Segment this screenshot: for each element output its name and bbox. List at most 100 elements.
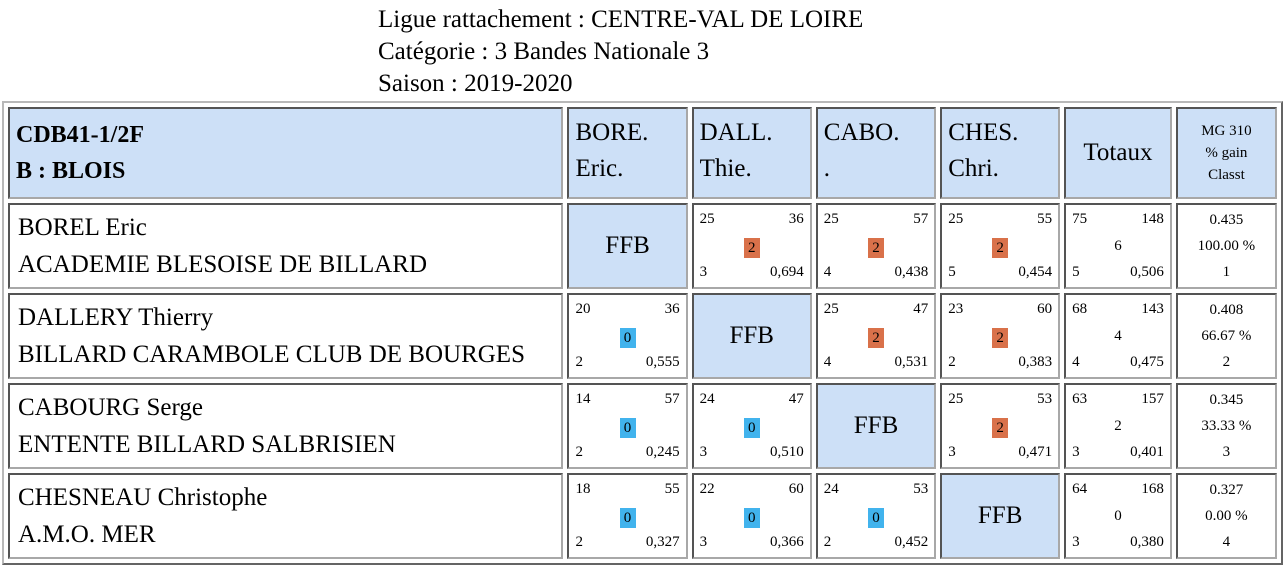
general-average: 0.345 bbox=[1209, 392, 1244, 408]
poule-code: CDB41-1/2F bbox=[16, 122, 144, 148]
total-average: 0,475 bbox=[1130, 354, 1164, 370]
match-series: 4 bbox=[823, 264, 832, 280]
match-result-cell: 25 55 2 5 0,454 bbox=[940, 203, 1061, 289]
match-reprises: 60 bbox=[788, 481, 804, 497]
match-points-badge: 2 bbox=[992, 328, 1009, 348]
self-match-cell: FFB bbox=[815, 383, 937, 469]
match-series: 3 bbox=[699, 534, 708, 550]
match-points-badge: 0 bbox=[743, 508, 760, 528]
total-reprises: 148 bbox=[1141, 211, 1164, 227]
match-points: 25 bbox=[823, 301, 839, 317]
match-series: 3 bbox=[948, 444, 956, 460]
match-reprises: 53 bbox=[913, 481, 929, 497]
match-points-badge: 0 bbox=[619, 328, 636, 348]
column-header-dall: DALL. Thie. bbox=[691, 107, 812, 199]
match-average: 0,383 bbox=[1018, 354, 1053, 370]
match-result-cell: 23 60 2 2 0,383 bbox=[940, 293, 1061, 379]
column-header-line1: BORE. bbox=[575, 119, 649, 146]
self-match-cell: FFB bbox=[567, 203, 688, 289]
player-cell: BOREL Eric ACADEMIE BLESOISE DE BILLARD bbox=[8, 203, 564, 289]
match-points-badge: 0 bbox=[619, 418, 636, 438]
classt-label: Classt bbox=[1208, 167, 1245, 183]
general-average: 0.327 bbox=[1209, 482, 1244, 498]
column-header-line1: CABO. bbox=[823, 119, 900, 146]
column-header-line2: Chri. bbox=[948, 155, 999, 182]
ranking-cell: 0.435 100.00 % 1 bbox=[1175, 203, 1277, 289]
mg-label: MG 310 bbox=[1201, 123, 1252, 139]
match-reprises: 55 bbox=[1037, 211, 1053, 227]
ranking-cell: 0.408 66.67 % 2 bbox=[1175, 293, 1277, 379]
total-points: 63 bbox=[1072, 391, 1088, 407]
classement: 2 bbox=[1222, 354, 1231, 370]
match-points-badge: 0 bbox=[868, 508, 884, 528]
mg-header: MG 310 % gain Classt bbox=[1175, 107, 1277, 199]
match-average: 0,452 bbox=[894, 534, 929, 550]
total-reprises: 168 bbox=[1141, 481, 1164, 497]
match-reprises: 57 bbox=[913, 211, 929, 227]
poule-cell: CDB41-1/2F B : BLOIS bbox=[8, 107, 564, 199]
player-name: CHESNEAU Christophe bbox=[18, 484, 268, 511]
total-series: 5 bbox=[1072, 264, 1080, 280]
player-name: CABOURG Serge bbox=[18, 394, 203, 421]
total-points: 64 bbox=[1072, 481, 1088, 497]
gain-percent: 0.00 % bbox=[1205, 508, 1248, 524]
player-cell: CHESNEAU Christophe A.M.O. MER bbox=[8, 473, 564, 559]
total-reprises: 157 bbox=[1141, 391, 1164, 407]
player-club: ACADEMIE BLESOISE DE BILLARD bbox=[18, 251, 428, 278]
match-result-cell: 20 36 0 2 0,555 bbox=[567, 293, 688, 379]
column-header-line1: CHES. bbox=[948, 119, 1019, 146]
match-average: 0,245 bbox=[645, 444, 680, 460]
match-points-badge: 2 bbox=[992, 238, 1009, 258]
match-average: 0,531 bbox=[894, 354, 929, 370]
match-points-badge: 0 bbox=[743, 418, 760, 438]
total-series: 4 bbox=[1072, 354, 1080, 370]
match-average: 0,327 bbox=[645, 534, 680, 550]
match-result-cell: 24 53 0 2 0,452 bbox=[815, 473, 937, 559]
general-average: 0.435 bbox=[1209, 212, 1244, 228]
column-header-line1: DALL. bbox=[699, 119, 773, 146]
classement: 1 bbox=[1222, 264, 1231, 280]
match-points: 23 bbox=[948, 301, 964, 317]
total-match-points: 4 bbox=[1114, 328, 1122, 344]
total-average: 0,506 bbox=[1130, 264, 1164, 280]
player-cell: CABOURG Serge ENTENTE BILLARD SALBRISIEN bbox=[8, 383, 564, 469]
poule-club: B : BLOIS bbox=[16, 158, 126, 184]
match-points: 20 bbox=[575, 301, 591, 317]
column-header-line2: . bbox=[823, 155, 831, 182]
page-header: Ligue rattachement : CENTRE-VAL DE LOIRE… bbox=[378, 4, 863, 100]
match-average: 0,510 bbox=[770, 444, 804, 460]
match-points: 18 bbox=[575, 481, 591, 497]
match-series: 3 bbox=[699, 444, 708, 460]
match-result-cell: 25 47 2 4 0,531 bbox=[815, 293, 937, 379]
match-points: 25 bbox=[948, 211, 964, 227]
self-match-cell: FFB bbox=[691, 293, 812, 379]
match-points-badge: 0 bbox=[619, 508, 636, 528]
match-series: 2 bbox=[575, 534, 583, 550]
match-points: 24 bbox=[699, 391, 715, 407]
match-reprises: 60 bbox=[1037, 301, 1053, 317]
results-table: CDB41-1/2F B : BLOIS BORE. Eric. DALL. T… bbox=[2, 101, 1283, 565]
total-match-points: 2 bbox=[1114, 418, 1122, 434]
match-reprises: 47 bbox=[788, 391, 804, 407]
ranking-cell: 0.345 33.33 % 3 bbox=[1175, 383, 1277, 469]
column-header-line2: Eric. bbox=[575, 155, 624, 182]
match-result-cell: 24 47 0 3 0,510 bbox=[691, 383, 812, 469]
column-header-bore: BORE. Eric. bbox=[567, 107, 688, 199]
gain-percent: 100.00 % bbox=[1197, 238, 1256, 254]
match-average: 0,366 bbox=[770, 534, 804, 550]
general-average: 0.408 bbox=[1209, 302, 1244, 318]
match-average: 0,555 bbox=[645, 354, 680, 370]
match-points: 25 bbox=[823, 211, 839, 227]
match-reprises: 36 bbox=[664, 301, 680, 317]
match-points-badge: 2 bbox=[868, 238, 884, 258]
match-average: 0,438 bbox=[894, 264, 929, 280]
total-reprises: 143 bbox=[1141, 301, 1164, 317]
player-club: ENTENTE BILLARD SALBRISIEN bbox=[18, 431, 396, 458]
player-row: DALLERY Thierry BILLARD CARAMBOLE CLUB DE… bbox=[8, 293, 1277, 379]
totals-cell: 63 157 2 3 0,401 bbox=[1064, 383, 1172, 469]
player-row: CHESNEAU Christophe A.M.O. MER 18 55 0 2 0,327… bbox=[8, 473, 1277, 559]
player-name: DALLERY Thierry bbox=[18, 304, 214, 331]
match-points: 22 bbox=[699, 481, 715, 497]
column-header-ches: CHES. Chri. bbox=[940, 107, 1061, 199]
match-series: 2 bbox=[575, 354, 583, 370]
